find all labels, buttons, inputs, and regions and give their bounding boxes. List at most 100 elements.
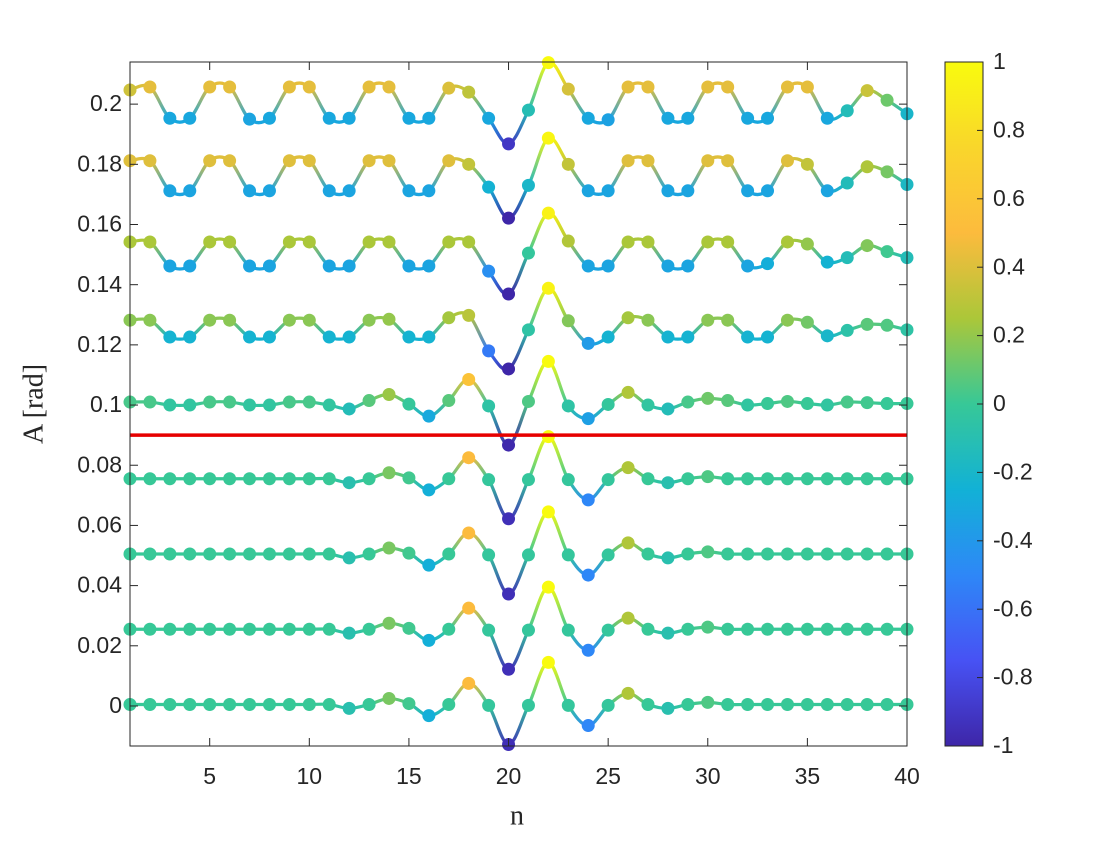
y-tick-label: 0.1 xyxy=(90,391,122,417)
data-point xyxy=(402,112,415,125)
data-point xyxy=(721,154,734,167)
data-point xyxy=(363,623,376,636)
data-point xyxy=(143,80,156,93)
data-point xyxy=(283,698,296,711)
data-point xyxy=(801,238,814,251)
data-point xyxy=(861,623,874,636)
data-point xyxy=(821,623,834,636)
colorbar-tick-label: -0.2 xyxy=(993,458,1033,484)
data-point xyxy=(143,698,156,711)
data-point xyxy=(681,260,694,273)
data-point xyxy=(781,698,794,711)
data-point xyxy=(602,331,615,344)
data-point xyxy=(881,472,894,485)
data-point xyxy=(183,331,196,344)
data-point xyxy=(761,184,774,197)
data-point xyxy=(243,548,256,561)
data-point xyxy=(462,677,475,690)
y-tick-label: 0.02 xyxy=(77,632,122,658)
data-point xyxy=(821,399,834,412)
data-point xyxy=(701,545,714,558)
data-point xyxy=(323,112,336,125)
data-point xyxy=(422,410,435,423)
data-point xyxy=(243,260,256,273)
colorbar-tick-label: -1 xyxy=(993,732,1013,758)
data-point xyxy=(761,472,774,485)
data-point xyxy=(402,184,415,197)
data-point xyxy=(343,402,356,415)
data-point xyxy=(402,547,415,560)
data-point xyxy=(422,483,435,496)
y-tick-label: 0.16 xyxy=(77,211,122,237)
data-point xyxy=(303,472,316,485)
data-point xyxy=(143,472,156,485)
data-point xyxy=(482,548,495,561)
data-point xyxy=(363,80,376,93)
data-point xyxy=(841,623,854,636)
data-point xyxy=(343,551,356,564)
data-point xyxy=(781,472,794,485)
data-point xyxy=(881,245,894,258)
data-point xyxy=(402,398,415,411)
data-point xyxy=(622,235,635,248)
data-point xyxy=(761,623,774,636)
data-point xyxy=(721,235,734,248)
colorbar-tick-label: 0.2 xyxy=(993,322,1025,348)
data-point xyxy=(701,470,714,483)
data-point xyxy=(821,184,834,197)
data-point xyxy=(482,344,495,357)
data-point xyxy=(542,581,555,594)
data-point xyxy=(442,623,455,636)
data-point xyxy=(661,184,674,197)
data-point xyxy=(841,472,854,485)
data-point xyxy=(183,399,196,412)
data-point xyxy=(383,313,396,326)
data-point xyxy=(263,399,276,412)
data-point xyxy=(761,698,774,711)
data-point xyxy=(801,316,814,329)
data-point xyxy=(163,331,176,344)
data-point xyxy=(363,548,376,561)
data-point xyxy=(761,257,774,270)
data-point xyxy=(841,176,854,189)
data-point xyxy=(383,388,396,401)
data-point xyxy=(482,399,495,412)
data-point xyxy=(741,112,754,125)
data-point xyxy=(622,386,635,399)
data-point xyxy=(801,397,814,410)
data-point xyxy=(343,184,356,197)
data-point xyxy=(263,548,276,561)
data-point xyxy=(343,476,356,489)
data-point xyxy=(821,256,834,269)
data-point xyxy=(701,696,714,709)
data-point xyxy=(283,80,296,93)
data-point xyxy=(402,622,415,635)
data-point xyxy=(442,82,455,95)
data-point xyxy=(163,698,176,711)
data-point xyxy=(661,260,674,273)
data-point xyxy=(642,698,655,711)
data-point xyxy=(801,623,814,636)
data-point xyxy=(642,623,655,636)
data-point xyxy=(582,719,595,732)
data-point xyxy=(582,493,595,506)
data-point xyxy=(223,548,236,561)
data-point xyxy=(721,472,734,485)
data-point xyxy=(701,80,714,93)
data-point xyxy=(861,239,874,252)
data-point xyxy=(841,324,854,337)
data-point xyxy=(681,698,694,711)
data-point xyxy=(283,396,296,409)
data-point xyxy=(203,314,216,327)
data-point xyxy=(243,698,256,711)
data-point xyxy=(522,473,535,486)
data-point xyxy=(502,362,515,375)
data-point xyxy=(163,548,176,561)
y-tick-label: 0.18 xyxy=(77,150,122,176)
data-point xyxy=(861,160,874,173)
data-point xyxy=(841,251,854,264)
data-point xyxy=(821,329,834,342)
data-point xyxy=(183,472,196,485)
data-point xyxy=(482,265,495,278)
data-point xyxy=(183,112,196,125)
